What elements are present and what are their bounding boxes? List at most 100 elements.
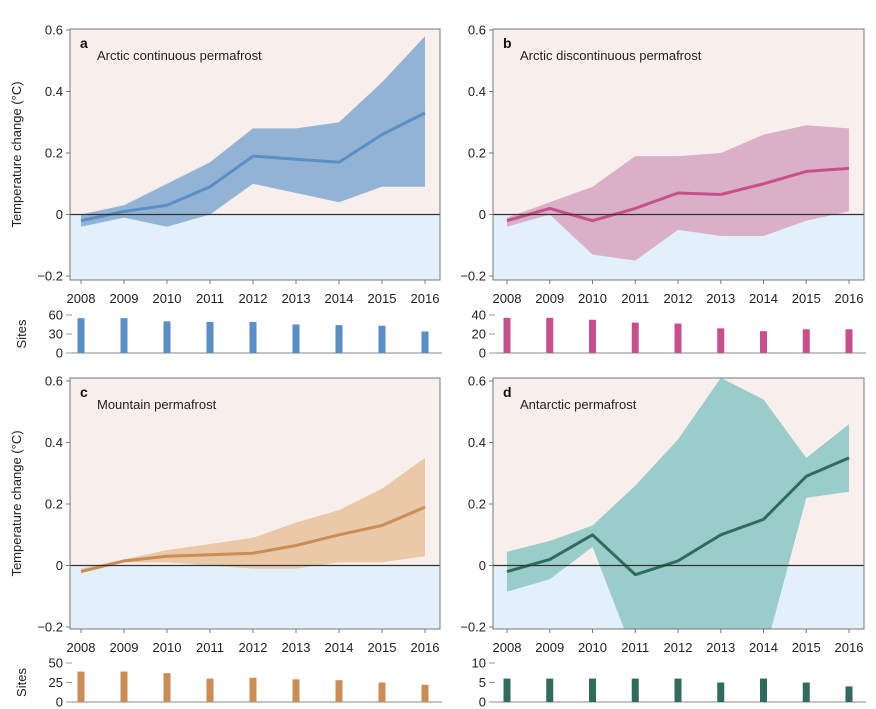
x-tick-label: 2009 <box>535 640 564 655</box>
sites-chart: 0 30 60 Sites <box>14 308 442 361</box>
y-tick-label: 0.4 <box>468 84 486 99</box>
sites-bar <box>760 678 767 702</box>
sites-bar <box>717 682 725 702</box>
sites-bar <box>292 679 300 702</box>
sites-bar <box>845 329 853 353</box>
sites-bar <box>378 682 386 702</box>
sites-bar <box>206 678 214 702</box>
x-tick-label: 2015 <box>792 291 821 306</box>
x-tick-label: 2010 <box>578 640 607 655</box>
sites-bar <box>249 321 257 353</box>
panel-title: Arctic discontinuous permafrost <box>520 48 702 63</box>
mean-line <box>80 505 426 574</box>
x-tick-label: 2012 <box>664 640 693 655</box>
y-axis-title: Temperature change (°C) <box>9 430 24 576</box>
panel-title: Mountain permafrost <box>97 397 217 412</box>
sites-bar <box>546 678 554 702</box>
sites-bar <box>421 684 429 702</box>
sites-axis-title: Sites <box>14 668 29 697</box>
x-tick-label: 2009 <box>110 291 139 306</box>
x-tick-label: 2016 <box>835 291 864 306</box>
x-tick-label: 2009 <box>535 291 564 306</box>
panel-title: Antarctic permafrost <box>520 397 637 412</box>
sites-y-tick-label: 50 <box>49 656 63 671</box>
x-tick-label: 2013 <box>706 291 735 306</box>
sites-y-tick-label: 0 <box>479 346 486 361</box>
x-tick-label: 2010 <box>153 291 182 306</box>
y-tick-label: 0 <box>479 558 486 573</box>
x-tick-label: 2008 <box>67 640 96 655</box>
panel-a: −0.2 0 0.2 0.4 0.6 2008 2009 2010 2011 2012 2013 20… <box>9 23 442 361</box>
x-tick-label: 2015 <box>368 640 397 655</box>
x-tick-label: 2014 <box>749 291 778 306</box>
sites-bar <box>335 325 343 353</box>
sites-y-tick-label: 5 <box>479 675 486 690</box>
plot-area <box>80 36 426 227</box>
y-tick-label: −0.2 <box>37 620 63 635</box>
panel-letter: a <box>80 35 88 51</box>
y-tick-label: 0.2 <box>468 146 486 161</box>
sites-bar <box>845 686 853 702</box>
panel-b: −0.2 0 0.2 0.4 0.6 2008 2009 2010 2011 2012 2013 20… <box>460 23 866 361</box>
sites-bar <box>378 325 386 353</box>
sites-bar <box>77 318 85 353</box>
y-tick-label: −0.2 <box>460 620 486 635</box>
y-tick-label: −0.2 <box>460 269 486 284</box>
x-tick-label: 2011 <box>196 291 224 306</box>
sites-chart: 0 25 50 Sites <box>14 656 442 709</box>
sites-chart: 0 5 10 <box>472 656 866 709</box>
x-tick-label: 2014 <box>325 291 354 306</box>
y-tick-label: 0.6 <box>468 374 486 389</box>
y-tick-label: 0.6 <box>45 23 63 38</box>
panel-title: Arctic continuous permafrost <box>97 48 262 63</box>
x-tick-label: 2010 <box>578 291 607 306</box>
y-tick-label: 0 <box>56 558 63 573</box>
sites-bar <box>717 328 725 353</box>
panel-d: −0.2 0 0.2 0.4 0.6 2008 2009 2010 2011 2012 2013 20… <box>460 374 866 709</box>
cooling-background <box>70 214 440 280</box>
plot-area <box>506 378 850 629</box>
sites-axis-title: Sites <box>14 319 29 348</box>
x-tick-label: 2011 <box>621 640 649 655</box>
mean-line <box>80 111 426 223</box>
x-tick-label: 2012 <box>239 640 268 655</box>
x-tick-label: 2011 <box>621 291 649 306</box>
sites-y-tick-label: 30 <box>49 327 63 342</box>
x-tick-label: 2008 <box>493 291 522 306</box>
y-tick-label: 0.2 <box>45 146 63 161</box>
sites-bar <box>292 324 300 353</box>
x-tick-label: 2016 <box>411 291 440 306</box>
y-tick-label: 0.4 <box>45 84 63 99</box>
y-tick-label: 0.4 <box>468 435 486 450</box>
sites-y-tick-label: 40 <box>472 308 486 323</box>
sites-bar <box>503 317 511 353</box>
plot-area <box>80 457 426 574</box>
sites-bar <box>760 331 767 353</box>
sites-y-tick-label: 60 <box>49 308 63 323</box>
y-tick-label: 0.6 <box>468 23 486 38</box>
x-tick-label: 2015 <box>792 640 821 655</box>
x-tick-label: 2008 <box>67 291 96 306</box>
plot-frame <box>69 28 441 281</box>
y-tick-label: 0.4 <box>45 435 63 450</box>
x-tick-label: 2015 <box>368 291 397 306</box>
x-tick-label: 2016 <box>411 640 440 655</box>
plot-area <box>506 125 850 261</box>
x-tick-label: 2016 <box>835 640 864 655</box>
uncertainty-band <box>507 378 849 629</box>
sites-bar <box>631 678 639 702</box>
panel-letter: c <box>80 384 88 400</box>
sites-y-tick-label: 10 <box>472 656 486 671</box>
sites-bar <box>631 322 639 353</box>
sites-bar <box>674 323 682 353</box>
y-axis-title: Temperature change (°C) <box>9 81 24 227</box>
x-tick-label: 2012 <box>239 291 268 306</box>
x-tick-label: 2014 <box>749 640 778 655</box>
sites-bar <box>77 671 85 702</box>
sites-y-tick-label: 25 <box>49 675 63 690</box>
y-tick-label: 0 <box>56 207 63 222</box>
panel-c: −0.2 0 0.2 0.4 0.6 2008 2009 2010 2011 2012 2013 20… <box>9 374 442 709</box>
sites-bar <box>503 678 511 702</box>
x-tick-label: 2011 <box>196 640 224 655</box>
